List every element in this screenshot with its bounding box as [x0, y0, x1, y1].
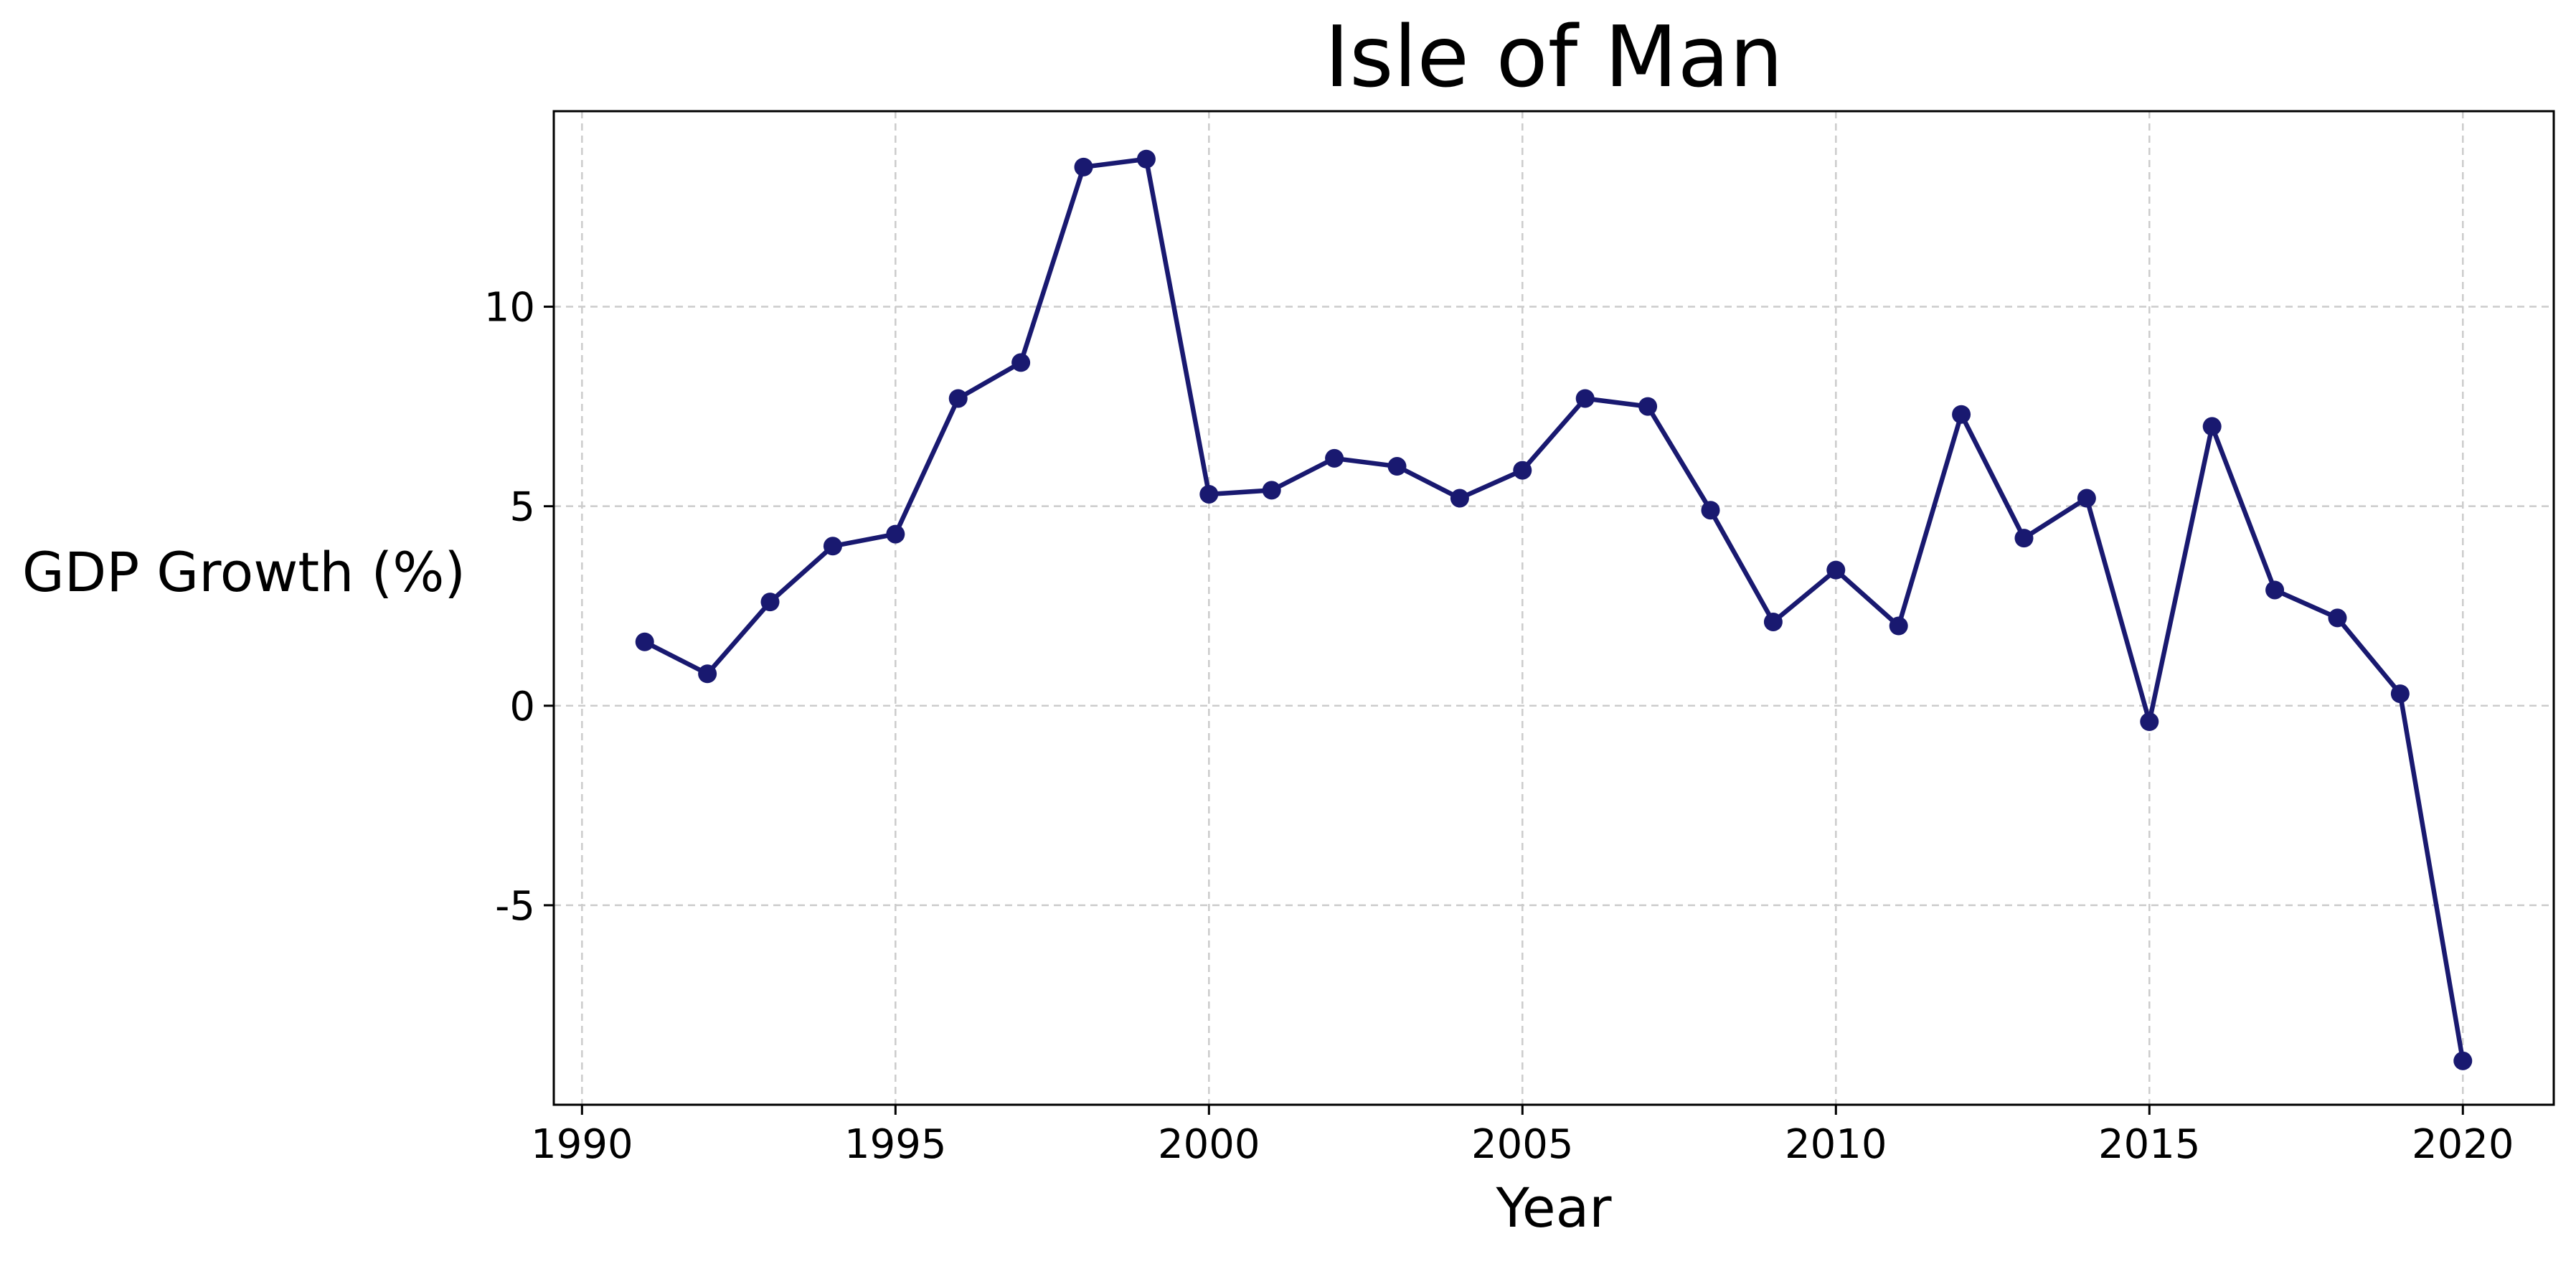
data-point	[886, 524, 905, 544]
data-point	[1199, 484, 1219, 504]
grid-lines	[554, 111, 2554, 1105]
x-tick-label: 2010	[1785, 1121, 1887, 1168]
data-point	[1826, 560, 1846, 580]
axis-ticks: 1990 1995 2000 2005 2010 2015 2020 -5 0 5 10	[484, 285, 2514, 1168]
x-tick-label: 2015	[2098, 1121, 2201, 1168]
data-point	[1638, 397, 1658, 416]
data-point	[635, 632, 654, 651]
data-point	[2265, 580, 2285, 600]
chart-title: Isle of Man	[1324, 7, 1783, 106]
plot-frame	[552, 110, 2555, 1106]
data-point	[1262, 481, 1281, 500]
data-series	[635, 149, 2473, 1070]
data-point	[2140, 712, 2159, 732]
y-tick-label: 0	[509, 684, 535, 730]
data-point	[2202, 417, 2222, 436]
x-tick-label: 2000	[1158, 1121, 1260, 1168]
data-point	[1889, 616, 1908, 636]
y-tick-label: 10	[484, 285, 535, 331]
data-point	[1513, 461, 1532, 480]
x-tick-label: 2020	[2412, 1121, 2514, 1168]
data-point	[2077, 489, 2096, 508]
data-point	[823, 537, 842, 556]
data-point	[1136, 149, 1156, 169]
x-tick-label: 1990	[531, 1121, 633, 1168]
x-tick-label: 1995	[844, 1121, 947, 1168]
data-point	[1763, 612, 1783, 631]
data-point	[2014, 529, 2034, 548]
data-point	[2453, 1051, 2473, 1070]
y-tick-label: -5	[495, 883, 535, 930]
data-point	[2390, 684, 2410, 704]
x-axis-label: Year	[1496, 1176, 1613, 1240]
data-point	[948, 389, 968, 408]
y-axis-label: GDP Growth (%)	[22, 540, 466, 604]
data-point	[760, 593, 780, 612]
x-tick-label: 2005	[1471, 1121, 1574, 1168]
data-point	[698, 664, 717, 684]
data-point	[1450, 489, 1469, 508]
data-point	[1701, 501, 1720, 520]
series-line	[642, 156, 2466, 1064]
data-point	[2328, 608, 2347, 628]
data-point	[1011, 353, 1031, 372]
data-point	[1387, 457, 1407, 476]
data-point	[1575, 389, 1595, 408]
y-tick-label: 5	[509, 484, 535, 531]
data-point	[1325, 448, 1344, 468]
data-point	[1074, 157, 1093, 176]
data-point	[1952, 405, 1971, 424]
